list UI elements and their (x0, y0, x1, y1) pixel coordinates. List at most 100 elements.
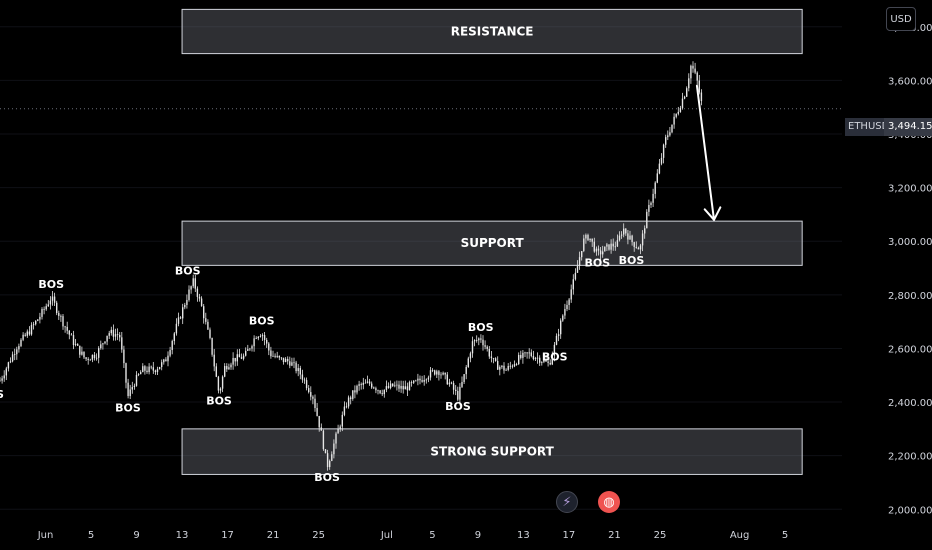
price-tick-label: 2,800.00 (888, 291, 932, 302)
candle-body (104, 341, 106, 344)
candle-body (341, 414, 343, 427)
candle-body (490, 356, 493, 359)
zone-box[interactable] (181, 220, 803, 266)
candle-body (562, 315, 564, 321)
candle-body (272, 355, 274, 357)
candle-body (448, 382, 451, 385)
zone-box[interactable] (181, 428, 803, 475)
candle-body (85, 357, 87, 359)
candle-body (221, 376, 224, 389)
candle-body (515, 364, 518, 365)
candle-body (423, 379, 425, 382)
candle-body (276, 355, 278, 357)
candle-body (618, 235, 621, 241)
candle-body (421, 380, 423, 382)
candle-body (629, 235, 631, 240)
candle-body (215, 366, 217, 377)
candle-body (83, 351, 85, 358)
candle-body (310, 392, 312, 397)
projection-arrow (695, 84, 722, 221)
candle-body (173, 333, 175, 342)
candle-body (696, 72, 698, 81)
candle-body (572, 279, 574, 290)
candle-body (213, 354, 215, 367)
candle-body (698, 80, 700, 93)
candle-body (398, 384, 400, 389)
candle-body (623, 228, 625, 235)
candle-body (24, 334, 26, 336)
candle-body (595, 248, 598, 252)
candle-body (513, 364, 516, 367)
candle-body (312, 396, 314, 399)
candle-body (486, 346, 488, 349)
candle-body (545, 360, 547, 362)
candle-body (452, 383, 455, 390)
candle-body (413, 380, 415, 383)
candle-body (576, 265, 579, 273)
event-icon[interactable]: ⚡ (556, 491, 578, 513)
time-tick-label: 25 (654, 530, 667, 541)
candle-body (102, 343, 104, 345)
candle-body (679, 107, 682, 112)
candle-body (236, 354, 238, 362)
candle-body (43, 309, 45, 310)
time-tick-label: Jun (37, 530, 54, 541)
price-axis[interactable]: 2,000.00 2,200.00 2,400.00 2,600.00 2,800.00… (888, 23, 932, 516)
candle-body (64, 326, 66, 328)
candle-body (148, 366, 150, 373)
candle-body (70, 334, 73, 336)
time-tick-label: 17 (221, 530, 234, 541)
time-axis[interactable]: Jun 5 9 13 17 21 25 Jul 5 9 13 17 21 25 Aug 5 (37, 530, 789, 541)
candle-body (154, 370, 157, 372)
candle-body (360, 384, 362, 385)
candle-body (616, 240, 619, 247)
candle-body (308, 388, 310, 393)
candle-body (163, 359, 165, 363)
candle-body (425, 379, 427, 381)
bos-label: BOS (175, 265, 201, 278)
candle-body (614, 246, 616, 248)
candle-body (167, 355, 169, 362)
candle-body (156, 369, 159, 372)
bos-label: S (0, 388, 4, 401)
candle-body (158, 367, 161, 370)
candle-body (547, 361, 549, 363)
candle-body (91, 354, 94, 360)
candle-body (354, 390, 356, 393)
candle-body (602, 251, 604, 255)
candle-body (255, 338, 257, 340)
candle-body (507, 365, 509, 370)
economic-events-icon[interactable]: ◍ (598, 491, 620, 513)
candle-body (194, 278, 196, 289)
candle-body (375, 388, 377, 391)
candle-body (400, 385, 402, 389)
zone-box[interactable] (181, 8, 803, 55)
bos-label: BOS (619, 254, 645, 267)
candle-body (467, 358, 469, 367)
candle-body (499, 367, 501, 370)
candle-body (524, 352, 526, 354)
candle-body (186, 299, 188, 305)
candle-body (274, 355, 276, 357)
currency-button[interactable]: USD (886, 7, 916, 31)
candle-body (434, 370, 436, 375)
candle-body (16, 349, 18, 355)
candle-body (127, 382, 129, 397)
candle-body (205, 318, 207, 322)
candle-body (234, 357, 236, 362)
candle-body (444, 372, 446, 375)
candle-body (301, 374, 304, 380)
candle-body (362, 382, 364, 385)
candle-body (442, 372, 444, 375)
candle-body (140, 372, 142, 375)
annotations: S BOS BOS BOS BOS BOS BOS BOS BOS BOS BOS BOS (0, 254, 644, 484)
candle-body (284, 358, 287, 363)
candle-body (606, 244, 608, 247)
candle-body (66, 326, 68, 331)
candle-body (7, 362, 10, 369)
candle-body (669, 132, 671, 136)
candle-body (637, 247, 640, 250)
candle-body (238, 354, 241, 358)
candle-body (49, 300, 52, 305)
